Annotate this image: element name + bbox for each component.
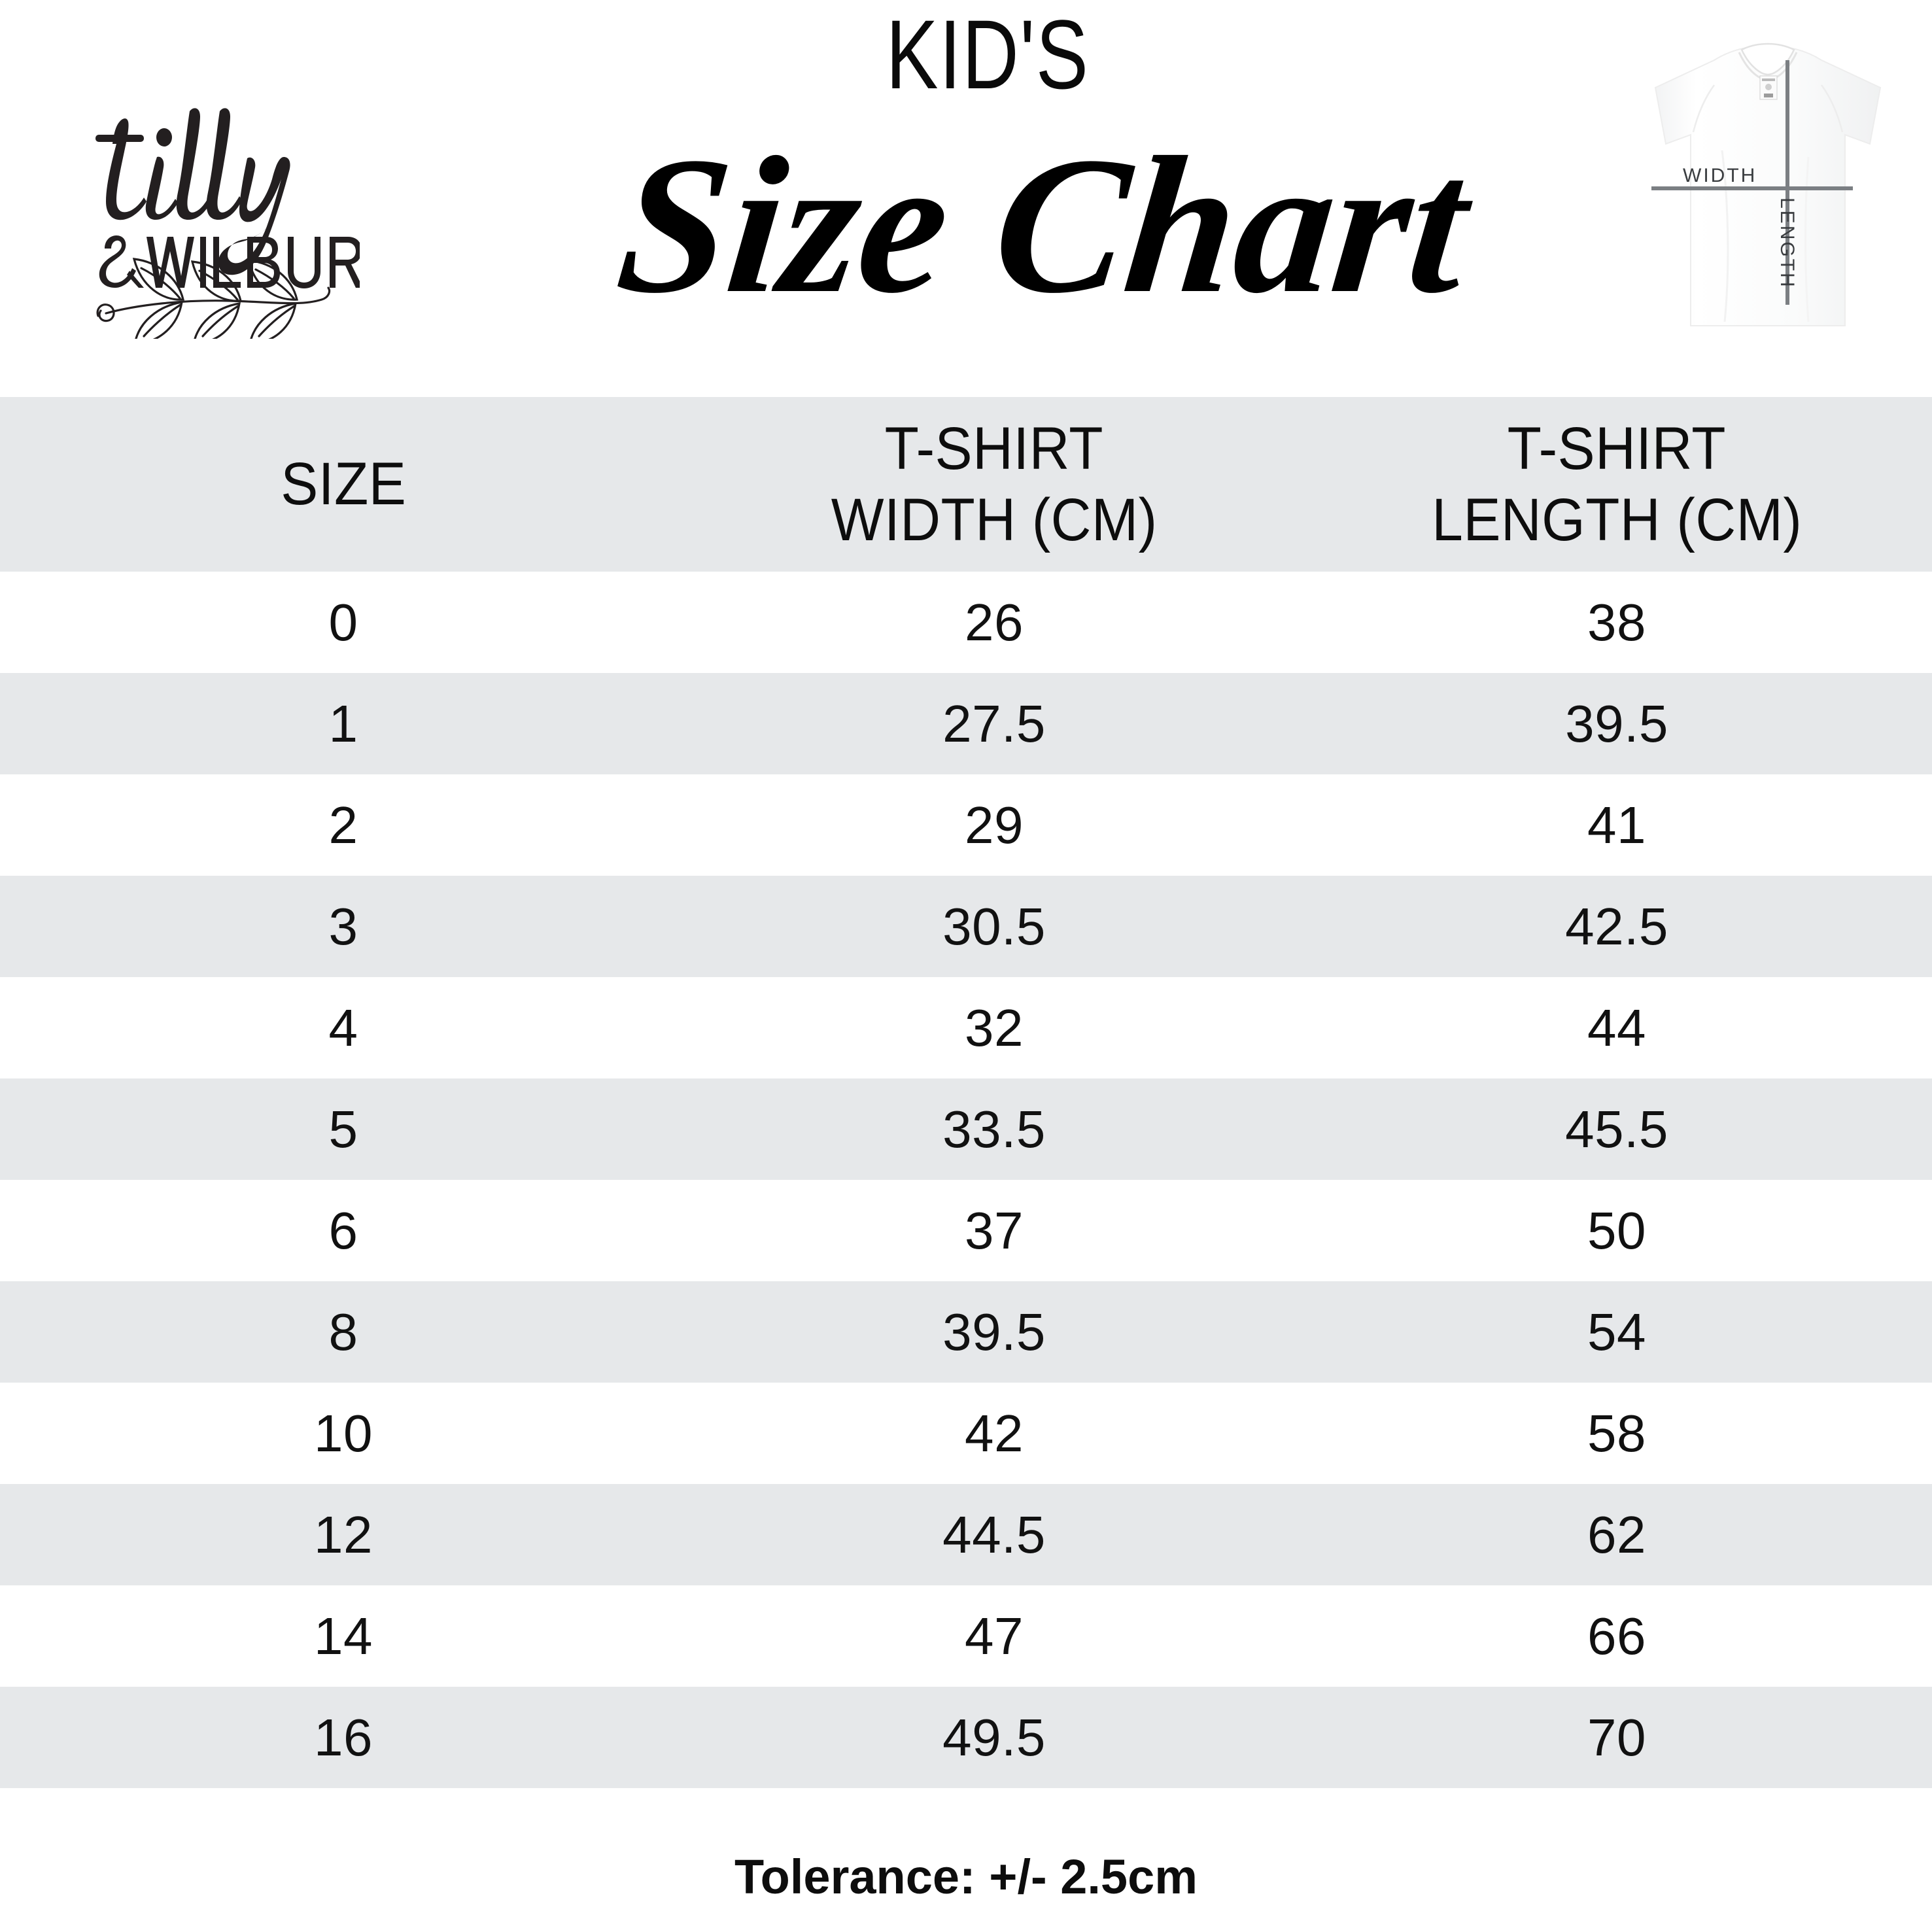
title-kicker: KID'S: [886, 0, 1090, 109]
cell-width: 26: [687, 572, 1302, 673]
table-header-row: SIZE T-SHIRT WIDTH (CM) T-SHIRT LENGTH (…: [0, 397, 1932, 572]
brand-logo-icon: [95, 108, 360, 339]
cell-size: 16: [0, 1687, 687, 1788]
cell-size: 14: [0, 1585, 687, 1687]
cell-size: 0: [0, 572, 687, 673]
cell-length: 42.5: [1302, 876, 1932, 977]
cell-length: 54: [1302, 1281, 1932, 1383]
cell-width: 44.5: [687, 1484, 1302, 1585]
table-body: 0 26 38 1 27.5 39.5 2 29 41 3 30.5 42.5 …: [0, 572, 1932, 1788]
cell-length: 38: [1302, 572, 1932, 673]
cell-length: 45.5: [1302, 1078, 1932, 1180]
table-row: 4 32 44: [0, 977, 1932, 1078]
cell-size: 6: [0, 1180, 687, 1281]
cell-width: 39.5: [687, 1281, 1302, 1383]
table-row: 6 37 50: [0, 1180, 1932, 1281]
cell-width: 30.5: [687, 876, 1302, 977]
cell-width: 29: [687, 774, 1302, 876]
cell-width: 32: [687, 977, 1302, 1078]
cell-width: 33.5: [687, 1078, 1302, 1180]
neck-tag-icon: [1759, 75, 1778, 100]
column-header-width-line1: T-SHIRT: [884, 415, 1104, 482]
table-row: 3 30.5 42.5: [0, 876, 1932, 977]
cell-length: 70: [1302, 1687, 1932, 1788]
title-main-text: Size Chart: [609, 129, 1483, 334]
cell-length: 39.5: [1302, 673, 1932, 774]
brand-logo: [78, 84, 360, 339]
cell-size: 5: [0, 1078, 687, 1180]
title-main-wrap: Size Chart: [366, 106, 1609, 368]
table-row: 16 49.5 70: [0, 1687, 1932, 1788]
cell-size: 8: [0, 1281, 687, 1383]
size-chart-table: SIZE T-SHIRT WIDTH (CM) T-SHIRT LENGTH (…: [0, 397, 1932, 1788]
cell-size: 12: [0, 1484, 687, 1585]
chart-title-block: KID'S Size Chart: [366, 0, 1609, 397]
cell-width: 42: [687, 1383, 1302, 1484]
tshirt-icon: WIDTH LENGTH: [1651, 43, 1882, 326]
width-label: WIDTH: [1683, 165, 1757, 186]
tshirt-diagram: WIDTH LENGTH: [1637, 20, 1899, 373]
column-header-length-line2: LENGTH (CM): [1432, 486, 1802, 553]
cell-size: 2: [0, 774, 687, 876]
cell-size: 10: [0, 1383, 687, 1484]
table-row: 1 27.5 39.5: [0, 673, 1932, 774]
table-row: 2 29 41: [0, 774, 1932, 876]
cell-size: 1: [0, 673, 687, 774]
cell-length: 58: [1302, 1383, 1932, 1484]
column-header-length: T-SHIRT LENGTH (CM): [1302, 397, 1932, 572]
cell-width: 49.5: [687, 1687, 1302, 1788]
cell-length: 41: [1302, 774, 1932, 876]
table-row: 0 26 38: [0, 572, 1932, 673]
column-header-size-label: SIZE: [280, 451, 407, 518]
column-header-width: T-SHIRT WIDTH (CM): [687, 397, 1302, 572]
table-row: 14 47 66: [0, 1585, 1932, 1687]
chart-header: KID'S Size Chart: [0, 0, 1932, 397]
title-main-art: Size Chart: [609, 129, 1483, 334]
cell-length: 66: [1302, 1585, 1932, 1687]
column-header-size: SIZE: [0, 397, 687, 572]
cell-length: 44: [1302, 977, 1932, 1078]
cell-width: 27.5: [687, 673, 1302, 774]
cell-size: 3: [0, 876, 687, 977]
cell-size: 4: [0, 977, 687, 1078]
table-row: 8 39.5 54: [0, 1281, 1932, 1383]
cell-length: 62: [1302, 1484, 1932, 1585]
table-row: 10 42 58: [0, 1383, 1932, 1484]
table-row: 5 33.5 45.5: [0, 1078, 1932, 1180]
length-label: LENGTH: [1776, 198, 1798, 289]
tolerance-note: Tolerance: +/- 2.5cm: [734, 1850, 1198, 1904]
table-row: 12 44.5 62: [0, 1484, 1932, 1585]
column-header-length-line1: T-SHIRT: [1507, 415, 1727, 482]
column-header-width-line2: WIDTH (CM): [831, 486, 1158, 553]
cell-length: 50: [1302, 1180, 1932, 1281]
cell-width: 37: [687, 1180, 1302, 1281]
cell-width: 47: [687, 1585, 1302, 1687]
